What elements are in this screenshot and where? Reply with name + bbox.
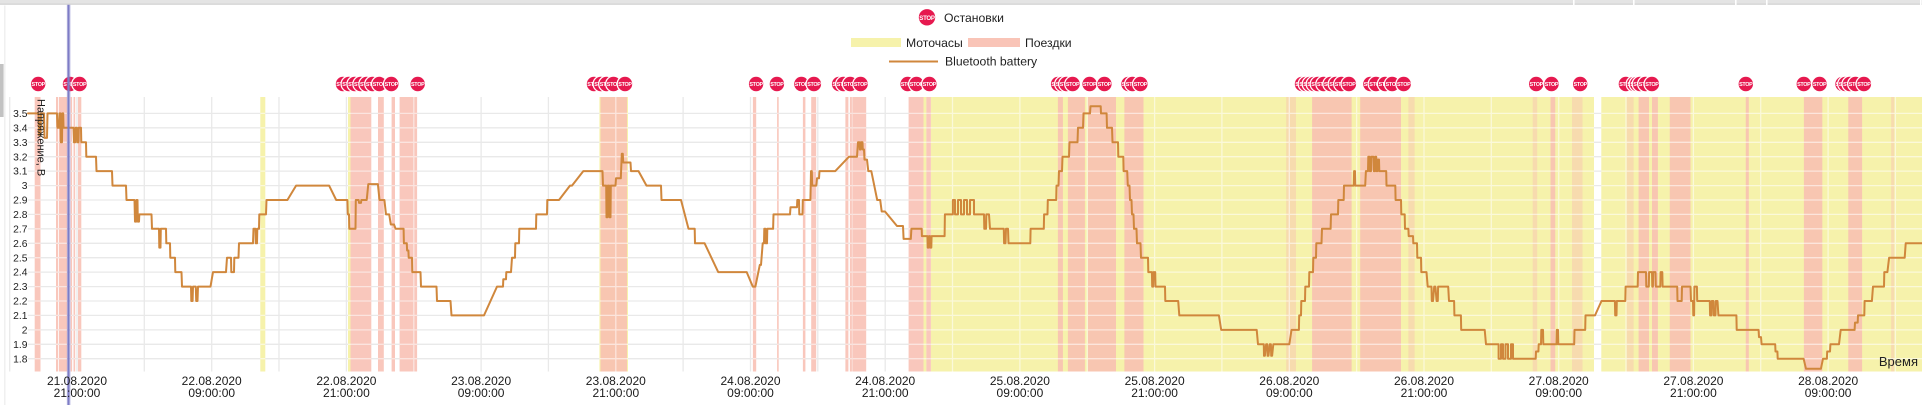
svg-text:STOP: STOP	[844, 82, 858, 88]
svg-text:21:00:00: 21:00:00	[592, 386, 639, 400]
svg-text:STOP: STOP	[1386, 82, 1400, 88]
svg-text:2.8: 2.8	[13, 210, 28, 221]
svg-text:STOP: STOP	[1797, 82, 1811, 88]
svg-text:2.4: 2.4	[13, 268, 28, 279]
svg-text:21:00:00: 21:00:00	[1401, 386, 1448, 400]
svg-text:09:00:00: 09:00:00	[1266, 386, 1313, 400]
svg-text:3.1: 3.1	[13, 167, 28, 178]
svg-text:26.08.2020: 26.08.2020	[1394, 374, 1454, 388]
svg-text:Остановки: Остановки	[944, 11, 1004, 25]
svg-text:STOP: STOP	[373, 82, 387, 88]
svg-text:STOP: STOP	[73, 82, 87, 88]
svg-text:2.3: 2.3	[13, 282, 28, 293]
svg-text:STOP: STOP	[1369, 82, 1383, 88]
svg-text:Напряжение, В: Напряжение, В	[35, 99, 47, 176]
svg-text:STOP: STOP	[385, 82, 399, 88]
svg-text:Моточасы: Моточасы	[906, 36, 963, 50]
svg-text:22.08.2020: 22.08.2020	[182, 374, 242, 388]
svg-text:Bluetooth battery: Bluetooth battery	[945, 55, 1038, 69]
svg-text:09:00:00: 09:00:00	[1535, 386, 1582, 400]
svg-text:2.6: 2.6	[13, 239, 28, 250]
svg-text:25.08.2020: 25.08.2020	[990, 374, 1050, 388]
svg-text:STOP: STOP	[1645, 82, 1659, 88]
svg-text:2.1: 2.1	[13, 311, 28, 322]
svg-text:STOP: STOP	[618, 82, 632, 88]
svg-text:23.08.2020: 23.08.2020	[451, 374, 511, 388]
svg-text:3.2: 3.2	[13, 152, 28, 163]
svg-text:STOP: STOP	[1083, 82, 1097, 88]
svg-text:23.08.2020: 23.08.2020	[586, 374, 646, 388]
svg-text:STOP: STOP	[1342, 82, 1356, 88]
svg-text:09:00:00: 09:00:00	[1805, 386, 1852, 400]
svg-text:STOP: STOP	[1574, 82, 1588, 88]
svg-text:STOP: STOP	[63, 82, 77, 88]
svg-text:STOP: STOP	[1397, 82, 1411, 88]
svg-text:21:00:00: 21:00:00	[1670, 386, 1717, 400]
svg-text:STOP: STOP	[1530, 82, 1544, 88]
svg-text:STOP: STOP	[1813, 82, 1827, 88]
svg-text:STOP: STOP	[854, 82, 868, 88]
svg-text:2.9: 2.9	[13, 196, 28, 207]
svg-text:26.08.2020: 26.08.2020	[1259, 374, 1319, 388]
svg-text:STOP: STOP	[770, 82, 784, 88]
svg-text:STOP: STOP	[919, 15, 935, 22]
svg-text:STOP: STOP	[1739, 82, 1753, 88]
svg-text:STOP: STOP	[795, 82, 809, 88]
svg-text:21:00:00: 21:00:00	[862, 386, 909, 400]
svg-text:21:00:00: 21:00:00	[54, 386, 101, 400]
svg-text:09:00:00: 09:00:00	[727, 386, 774, 400]
svg-text:STOP: STOP	[1857, 82, 1871, 88]
svg-text:3.4: 3.4	[13, 123, 28, 134]
svg-text:27.08.2020: 27.08.2020	[1663, 374, 1723, 388]
svg-text:Время: Время	[1879, 354, 1918, 369]
svg-text:STOP: STOP	[923, 82, 937, 88]
svg-text:STOP: STOP	[749, 82, 763, 88]
svg-text:2.7: 2.7	[13, 224, 28, 235]
svg-text:STOP: STOP	[411, 82, 425, 88]
svg-text:STOP: STOP	[607, 82, 621, 88]
svg-text:1.9: 1.9	[13, 340, 28, 351]
svg-text:21.08.2020: 21.08.2020	[47, 374, 107, 388]
svg-text:STOP: STOP	[1098, 82, 1112, 88]
svg-text:3.5: 3.5	[13, 109, 28, 120]
svg-text:3: 3	[22, 181, 28, 192]
svg-text:27.08.2020: 27.08.2020	[1529, 374, 1589, 388]
svg-text:STOP: STOP	[910, 82, 924, 88]
svg-text:22.08.2020: 22.08.2020	[316, 374, 376, 388]
svg-text:3.3: 3.3	[13, 138, 28, 149]
svg-text:2.5: 2.5	[13, 253, 28, 264]
svg-text:STOP: STOP	[1134, 82, 1148, 88]
svg-text:28.08.2020: 28.08.2020	[1798, 374, 1858, 388]
svg-text:STOP: STOP	[32, 82, 46, 88]
svg-text:24.08.2020: 24.08.2020	[720, 374, 780, 388]
svg-text:2: 2	[22, 326, 28, 337]
svg-text:21:00:00: 21:00:00	[323, 386, 370, 400]
svg-text:09:00:00: 09:00:00	[458, 386, 505, 400]
svg-text:STOP: STOP	[807, 82, 821, 88]
svg-text:STOP: STOP	[1066, 82, 1080, 88]
svg-text:21:00:00: 21:00:00	[1131, 386, 1178, 400]
svg-text:09:00:00: 09:00:00	[997, 386, 1044, 400]
svg-text:Поездки: Поездки	[1025, 36, 1072, 50]
svg-text:24.08.2020: 24.08.2020	[855, 374, 915, 388]
svg-text:2.2: 2.2	[13, 297, 28, 308]
svg-text:1.8: 1.8	[13, 354, 28, 365]
svg-text:25.08.2020: 25.08.2020	[1125, 374, 1185, 388]
svg-text:STOP: STOP	[1545, 82, 1559, 88]
svg-text:09:00:00: 09:00:00	[188, 386, 235, 400]
